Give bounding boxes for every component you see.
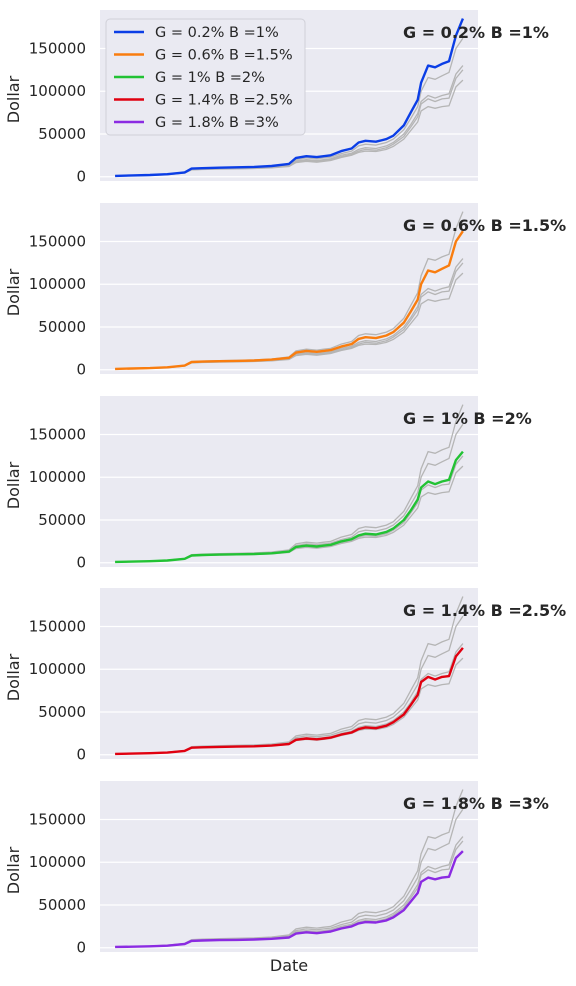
y-tick-label: 50000	[38, 511, 86, 529]
y-axis-label: Dollar	[4, 75, 23, 123]
y-tick-label: 0	[76, 554, 86, 572]
legend-entry: G = 1.4% B =2.5%	[155, 93, 293, 109]
y-tick-label: 0	[76, 746, 86, 764]
y-tick-label: 50000	[38, 896, 86, 914]
series-line-highlight	[115, 450, 464, 564]
y-tick-label: 100000	[29, 82, 86, 100]
legend-entry: G = 0.2% B =1%	[155, 25, 279, 41]
series-line-highlight	[115, 647, 464, 756]
legend-entry: G = 1.8% B =3%	[155, 115, 279, 131]
series-line-highlight	[115, 850, 464, 949]
panel-annotation: G = 1.8% B =3%	[403, 794, 549, 813]
plot-background	[100, 588, 478, 759]
legend-entry: G = 1% B =2%	[155, 70, 265, 86]
y-tick-label: 100000	[29, 660, 86, 678]
panel-annotation: G = 0.2% B =1%	[403, 23, 549, 42]
series-line-highlight	[115, 230, 464, 371]
y-tick-label: 0	[76, 361, 86, 379]
legend-entry: G = 0.6% B =1.5%	[155, 48, 293, 64]
subplot-5: 0 50000 100000 150000 Dollar G = 1.8% B =3%	[4, 781, 549, 957]
subplot-4: 0 50000 100000 150000 Dollar G = 1.4% B =2.5%	[4, 588, 566, 764]
y-tick-label: 0	[76, 939, 86, 957]
y-axis-label: Dollar	[4, 653, 23, 701]
y-tick-label: 50000	[38, 703, 86, 721]
panel-annotation: G = 1.4% B =2.5%	[403, 601, 566, 620]
y-tick-label: 50000	[38, 125, 86, 143]
y-axis-label: Dollar	[4, 268, 23, 316]
y-tick-label: 150000	[29, 425, 86, 443]
y-tick-label: 150000	[29, 810, 86, 828]
x-axis-label: Date	[270, 956, 308, 975]
plot-background	[100, 203, 478, 374]
panel-annotation: G = 0.6% B =1.5%	[403, 216, 566, 235]
y-tick-label: 150000	[29, 39, 86, 57]
y-tick-label: 100000	[29, 275, 86, 293]
y-tick-label: 150000	[29, 232, 86, 250]
y-tick-label: 0	[76, 168, 86, 186]
y-tick-label: 100000	[29, 853, 86, 871]
series-line-gray	[115, 79, 464, 177]
panel-annotation: G = 1% B =2%	[403, 409, 532, 428]
y-axis-label: Dollar	[4, 461, 23, 509]
y-tick-label: 150000	[29, 617, 86, 635]
y-tick-label: 50000	[38, 318, 86, 336]
y-axis-label: Dollar	[4, 846, 23, 894]
legend-frame	[105, 18, 306, 136]
plot-background	[100, 781, 478, 952]
plot-background	[100, 396, 478, 567]
y-tick-label: 100000	[29, 468, 86, 486]
subplot-2: 0 50000 100000 150000 Dollar G = 0.6% B =1.5%	[4, 203, 566, 379]
legend: G = 0.2% B =1% G = 0.6% B =1.5% G = 1% B =…	[105, 18, 306, 136]
subplot-3: 0 50000 100000 150000 Dollar G = 1% B =2%	[4, 396, 532, 572]
series-line-highlight	[115, 18, 465, 178]
